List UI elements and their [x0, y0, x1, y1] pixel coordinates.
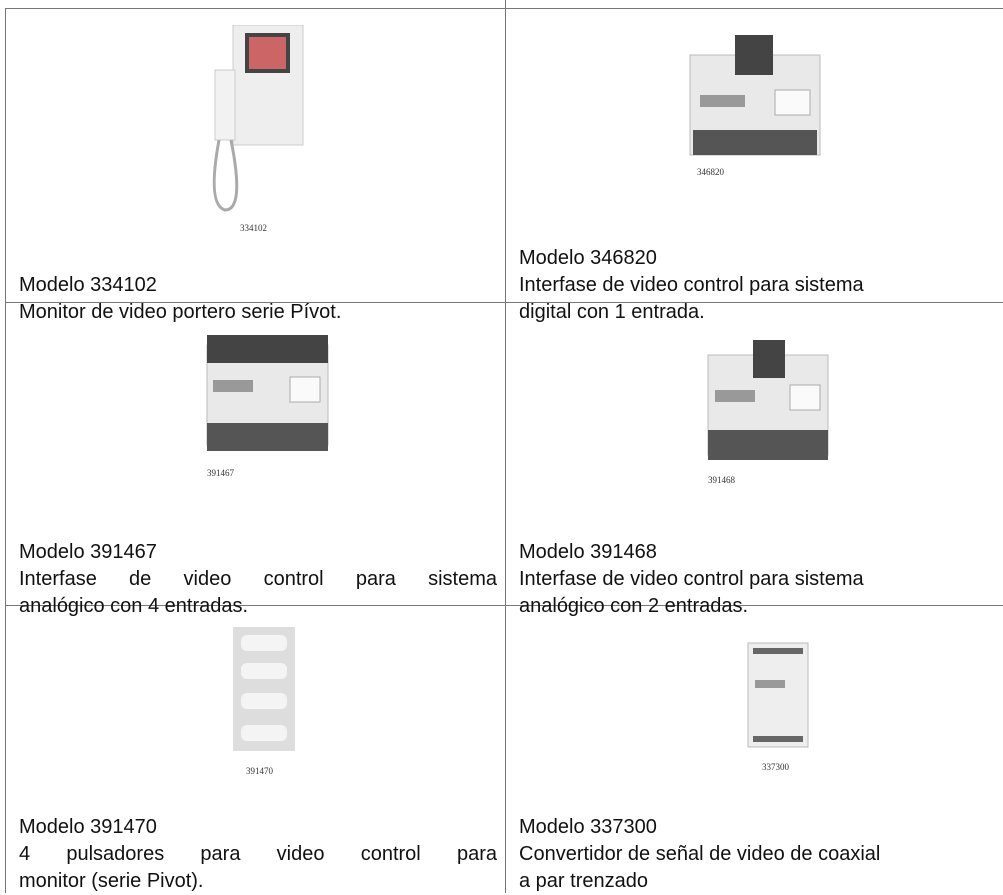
description-line: analógico con 2 entradas.	[519, 595, 749, 617]
model: Modelo 391468	[519, 541, 657, 563]
model: Modelo 337300	[519, 816, 657, 838]
description-line: analógico con 4 entradas.	[19, 595, 249, 617]
image-code: 334102	[240, 223, 267, 233]
description-line: Monitor de video portero serie Pívot.	[19, 301, 342, 323]
description-line: monitor (serie Pivot).	[19, 870, 204, 892]
cell-text: Modelo 391470 4 pulsadores para video con…	[19, 787, 497, 895]
cell-text: Modelo 346820 Interfase de video control …	[519, 218, 993, 326]
product-image	[707, 340, 829, 460]
product-image	[689, 35, 821, 156]
cell-text: Modelo 391467 Interfase de video control…	[19, 512, 497, 620]
description-line: Interfase de video control para sistema	[19, 568, 497, 590]
product-image	[212, 25, 304, 212]
model: Modelo 391470	[19, 816, 157, 838]
product-image	[747, 642, 809, 748]
cell-text: Modelo 334102 Monitor de video portero se…	[19, 245, 493, 326]
image-code: 391467	[207, 468, 234, 478]
image-code: 391470	[246, 766, 273, 776]
border	[5, 302, 1003, 303]
product-image	[206, 335, 329, 451]
description-line: Interfase de video control para sistema	[519, 568, 864, 590]
model: Modelo 391467	[19, 541, 157, 563]
border	[505, 0, 506, 893]
product-image	[233, 627, 295, 751]
description-line: Convertidor de señal de video de coaxial	[519, 843, 881, 865]
image-code: 346820	[697, 167, 724, 177]
cell-text: Modelo 391468 Interfase de video control …	[519, 512, 993, 620]
image-code: 337300	[762, 762, 789, 772]
description-line: a par trenzado	[519, 870, 648, 892]
border	[5, 8, 1003, 9]
description-line: 4 pulsadores para video control para	[19, 843, 497, 865]
model: Modelo 334102	[19, 274, 157, 296]
description-line: Interfase de video control para sistema	[519, 274, 864, 296]
model: Modelo 346820	[519, 247, 657, 269]
image-code: 391468	[708, 475, 735, 485]
cell-text: Modelo 337300 Convertidor de señal de vid…	[519, 787, 993, 895]
border	[5, 605, 1003, 606]
border	[5, 8, 6, 893]
description-line: digital con 1 entrada.	[519, 301, 705, 323]
